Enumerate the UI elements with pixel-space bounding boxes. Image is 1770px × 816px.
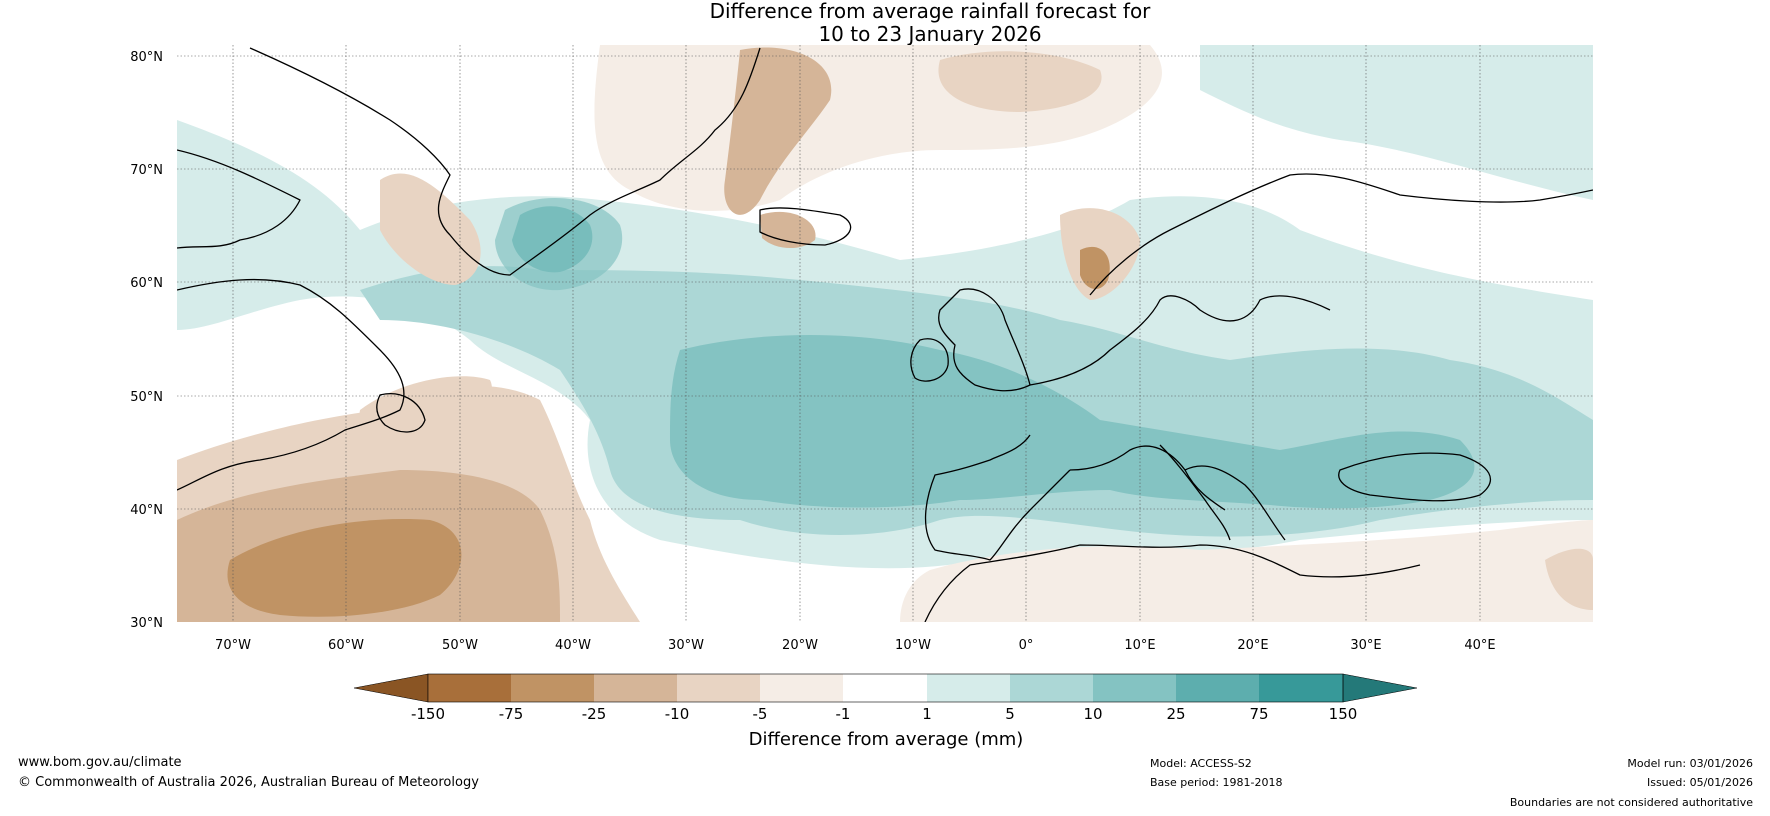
colorbar-segment xyxy=(1010,674,1093,702)
colorbar-segment xyxy=(1176,674,1259,702)
anomaly-region-dry-iceland-2 xyxy=(760,211,816,249)
colorbar-segment xyxy=(843,674,927,702)
colorbar-tick-label: -25 xyxy=(582,705,607,723)
colorbar-tick-label: 75 xyxy=(1249,705,1268,723)
lon-label-10w: 10°W xyxy=(895,638,931,653)
anomaly-region-dry-greenland-west xyxy=(380,173,481,285)
colorbar-extend-low xyxy=(353,673,429,703)
coastline-scandinavia xyxy=(1089,173,1593,296)
coastline-europe-main xyxy=(1029,295,1331,541)
colorbar-tick-label: 1 xyxy=(922,705,932,723)
lon-label-10e: 10°E xyxy=(1124,638,1155,653)
colorbar-tick-label: 10 xyxy=(1083,705,1102,723)
title-line-1: Difference from average rainfall forecas… xyxy=(709,0,1151,23)
colorbar-segment xyxy=(594,674,677,702)
colorbar-label: Difference from average (mm) xyxy=(749,729,1024,750)
anomaly-region-dry-norway-2 xyxy=(1080,246,1110,290)
coastline-north-africa xyxy=(924,544,1421,622)
anomaly-region-dry-east xyxy=(1545,548,1593,610)
colorbar-tick-label: 150 xyxy=(1329,705,1358,723)
colorbar-tick-label: -150 xyxy=(411,705,445,723)
anomaly-region-dry-newfoundland xyxy=(359,376,492,442)
footer-copyright: © Commonwealth of Australia 2026, Austra… xyxy=(18,775,479,790)
colorbar-segment xyxy=(1093,674,1176,702)
footer-issued: Issued: 05/01/2026 xyxy=(1646,776,1753,789)
lon-label-50w: 50°W xyxy=(442,638,478,653)
coastline-labrador xyxy=(177,278,405,491)
map-title: Difference from average rainfall forecas… xyxy=(0,0,1770,46)
colorbar: -150 -75 -25 -10 -5 -1 1 5 10 25 75 150 … xyxy=(353,673,1418,750)
coastline-iberia xyxy=(924,434,1071,561)
coastline-black-sea xyxy=(1338,452,1492,502)
footer-model: Model: ACCESS-S2 xyxy=(1150,757,1252,770)
lat-label-80n: 80°N xyxy=(130,50,163,65)
anomaly-region-dry-iceland xyxy=(724,47,832,215)
anomaly-region-dry-arctic xyxy=(938,51,1102,112)
colorbar-tick-label: 5 xyxy=(1005,705,1015,723)
latitude-labels: 80°N 70°N 60°N 50°N 40°N 30°N xyxy=(130,50,163,631)
lon-label-30w: 30°W xyxy=(668,638,704,653)
colorbar-tick-label: 25 xyxy=(1166,705,1185,723)
coastline-ireland xyxy=(910,338,949,382)
colorbar-segment xyxy=(428,674,511,702)
anomaly-region-wet-core xyxy=(670,335,1475,509)
colorbar-tick-label: -75 xyxy=(499,705,524,723)
lat-label-70n: 70°N xyxy=(130,163,163,178)
colorbar-segment xyxy=(760,674,843,702)
anomaly-region-dry-atlantic-sw-3 xyxy=(227,519,462,617)
lon-label-0: 0° xyxy=(1019,638,1034,653)
lon-label-20e: 20°E xyxy=(1237,638,1268,653)
lon-label-70w: 70°W xyxy=(215,638,251,653)
lon-label-60w: 60°W xyxy=(328,638,364,653)
colorbar-tick-label: -10 xyxy=(665,705,690,723)
longitude-labels: 70°W 60°W 50°W 40°W 30°W 20°W 10°W 0° 10… xyxy=(215,638,1496,653)
colorbar-segment xyxy=(677,674,760,702)
coastline-iceland xyxy=(759,207,852,246)
coastline-greenland xyxy=(249,47,761,276)
colorbar-segment xyxy=(1259,674,1343,702)
title-line-2: 10 to 23 January 2026 xyxy=(818,22,1042,46)
lat-label-30n: 30°N xyxy=(130,616,163,631)
lon-label-40e: 40°E xyxy=(1464,638,1495,653)
coastline-italy xyxy=(1159,444,1231,541)
lat-label-40n: 40°N xyxy=(130,503,163,518)
lon-label-20w: 20°W xyxy=(782,638,818,653)
coastline-british-isles xyxy=(938,288,1031,392)
footer-website[interactable]: www.bom.gov.au/climate xyxy=(18,755,182,770)
map-area[interactable] xyxy=(177,45,1593,622)
coastline-baffin xyxy=(177,149,301,249)
colorbar-extend-high xyxy=(1342,673,1418,703)
footer-base-period: Base period: 1981-2018 xyxy=(1150,776,1283,789)
coastlines xyxy=(177,47,1593,622)
colorbar-frame xyxy=(427,673,1344,703)
lon-label-30e: 30°E xyxy=(1350,638,1381,653)
anomaly-region-dry-north-africa xyxy=(900,520,1593,622)
graticule xyxy=(177,45,1593,622)
anomaly-region-wet-arctic xyxy=(1200,45,1593,200)
colorbar-tick-label: -5 xyxy=(753,705,768,723)
anomaly-region-wet-greenland-ring xyxy=(495,198,623,291)
footer-disclaimer: Boundaries are not considered authoritat… xyxy=(1509,796,1753,809)
colorbar-tick-label: -1 xyxy=(836,705,851,723)
lon-label-40w: 40°W xyxy=(555,638,591,653)
lat-label-50n: 50°N xyxy=(130,390,163,405)
lat-label-60n: 60°N xyxy=(130,276,163,291)
colorbar-segment xyxy=(511,674,594,702)
colorbar-segment xyxy=(927,674,1010,702)
footer-model-run: Model run: 03/01/2026 xyxy=(1627,757,1753,770)
coastline-newfoundland xyxy=(376,393,426,433)
